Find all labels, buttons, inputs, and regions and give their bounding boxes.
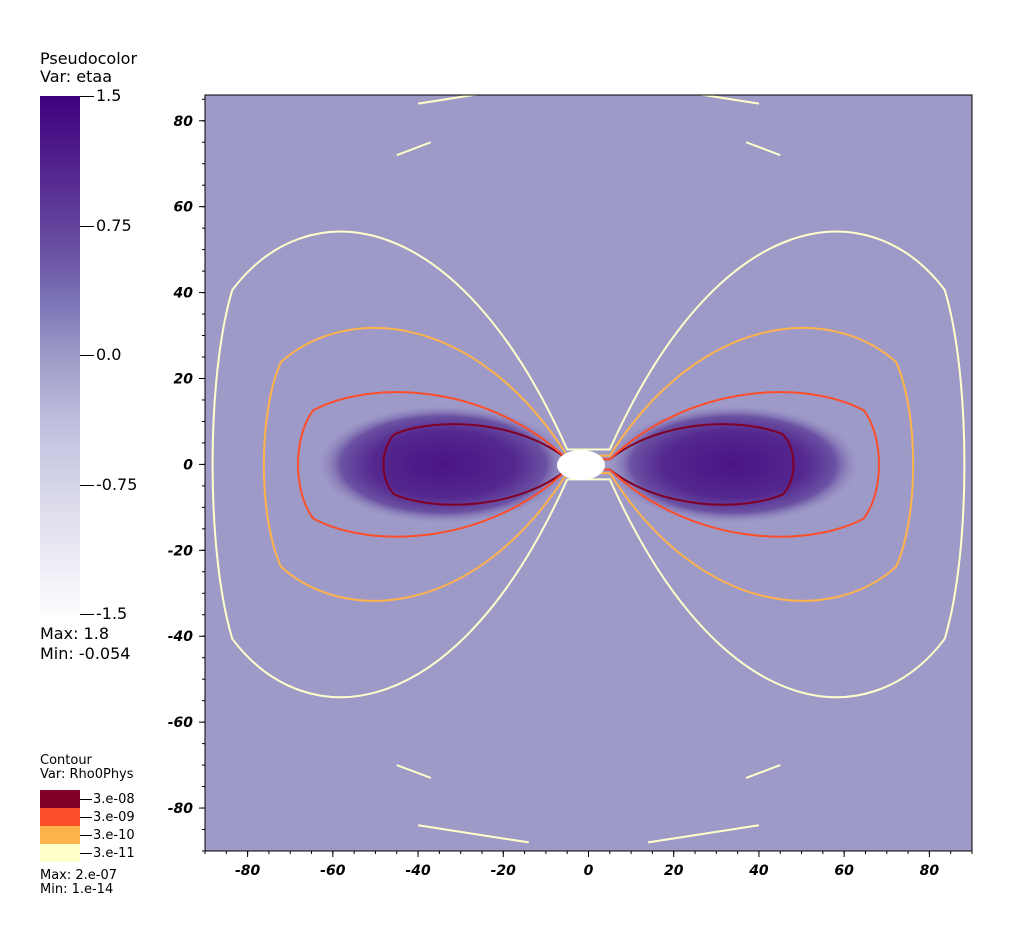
- contour-swatch: [40, 790, 80, 808]
- contour-fragment: [396, 141, 432, 157]
- contour-max-label: Max: 2.e-07: [40, 868, 118, 883]
- pseudocolor-legend-title: Pseudocolor: [40, 49, 138, 68]
- contour-level-label: 3.e-09: [93, 810, 135, 825]
- contour-swatch-tick: [80, 853, 92, 854]
- contour-fragment: [396, 764, 432, 779]
- left-lobe: [315, 404, 572, 525]
- x-tick-label: 0: [584, 863, 594, 879]
- contour-fragment: [745, 764, 781, 779]
- x-tick-label: -40: [405, 863, 431, 879]
- y-tick-label: 80: [174, 114, 194, 130]
- pseudocolor-max-label: Max: 1.8: [40, 624, 109, 643]
- colorbar-tick: [80, 355, 94, 356]
- colorbar-tick: [80, 484, 94, 486]
- x-tick-label: -60: [320, 863, 346, 879]
- colorbar-tick: [80, 96, 94, 97]
- contour-fragment: [417, 95, 480, 105]
- contour-legend-title: Contour: [40, 753, 92, 768]
- colorbar-tick: [80, 225, 94, 227]
- contour-var-label: Var: Rho0Phys: [40, 767, 134, 782]
- colorbar-tick-label: -0.75: [96, 474, 138, 494]
- colorbar-tick-label: 0.75: [96, 215, 132, 235]
- pseudocolor-min-label: Min: -0.054: [40, 644, 131, 663]
- y-tick-label: -80: [168, 801, 194, 817]
- y-tick-label: 0: [183, 457, 193, 473]
- colorbar-tick-label: 1.5: [96, 86, 122, 105]
- x-tick-label: 20: [664, 863, 684, 879]
- contour-swatch: [40, 844, 80, 862]
- contour-level-label: 3.e-10: [93, 828, 135, 843]
- colorbar-tick: [80, 614, 94, 615]
- contour-fragment: [417, 824, 529, 844]
- x-tick-label: -20: [491, 863, 517, 879]
- x-tick-label: 60: [834, 863, 854, 879]
- y-tick-label: -60: [168, 715, 194, 731]
- contour-fragment: [745, 141, 781, 157]
- contour-swatch: [40, 826, 80, 844]
- y-tick-label: 20: [174, 372, 194, 388]
- y-tick-label: 40: [173, 286, 194, 302]
- pseudocolor-var-label: Var: etaa: [40, 67, 113, 86]
- contour-fragment: [648, 824, 760, 844]
- colorbar-tick-label: 0.0: [96, 345, 122, 364]
- contour-line: [211, 230, 966, 699]
- contour-level-label: 3.e-11: [93, 846, 135, 861]
- colorbar-tick-label: -1.5: [96, 604, 128, 623]
- y-tick-label: -40: [168, 629, 194, 645]
- x-tick-label: 40: [748, 863, 769, 879]
- contour-swatch-tick: [80, 835, 92, 836]
- central-hole: [557, 450, 605, 480]
- contour-swatch-tick: [80, 817, 92, 818]
- y-tick-label: -20: [168, 543, 194, 559]
- x-tick-label: 80: [920, 863, 940, 879]
- x-tick-label: -80: [235, 863, 261, 879]
- pseudocolor-colorbar: [40, 96, 80, 614]
- contour-min-label: Min: 1.e-14: [40, 882, 114, 897]
- contour-swatch-tick: [80, 799, 92, 800]
- contour-swatch: [40, 808, 80, 826]
- right-lobe: [605, 404, 862, 525]
- y-tick-label: 60: [174, 200, 194, 216]
- contour-fragment: [697, 95, 760, 105]
- contour-level-label: 3.e-08: [93, 792, 135, 807]
